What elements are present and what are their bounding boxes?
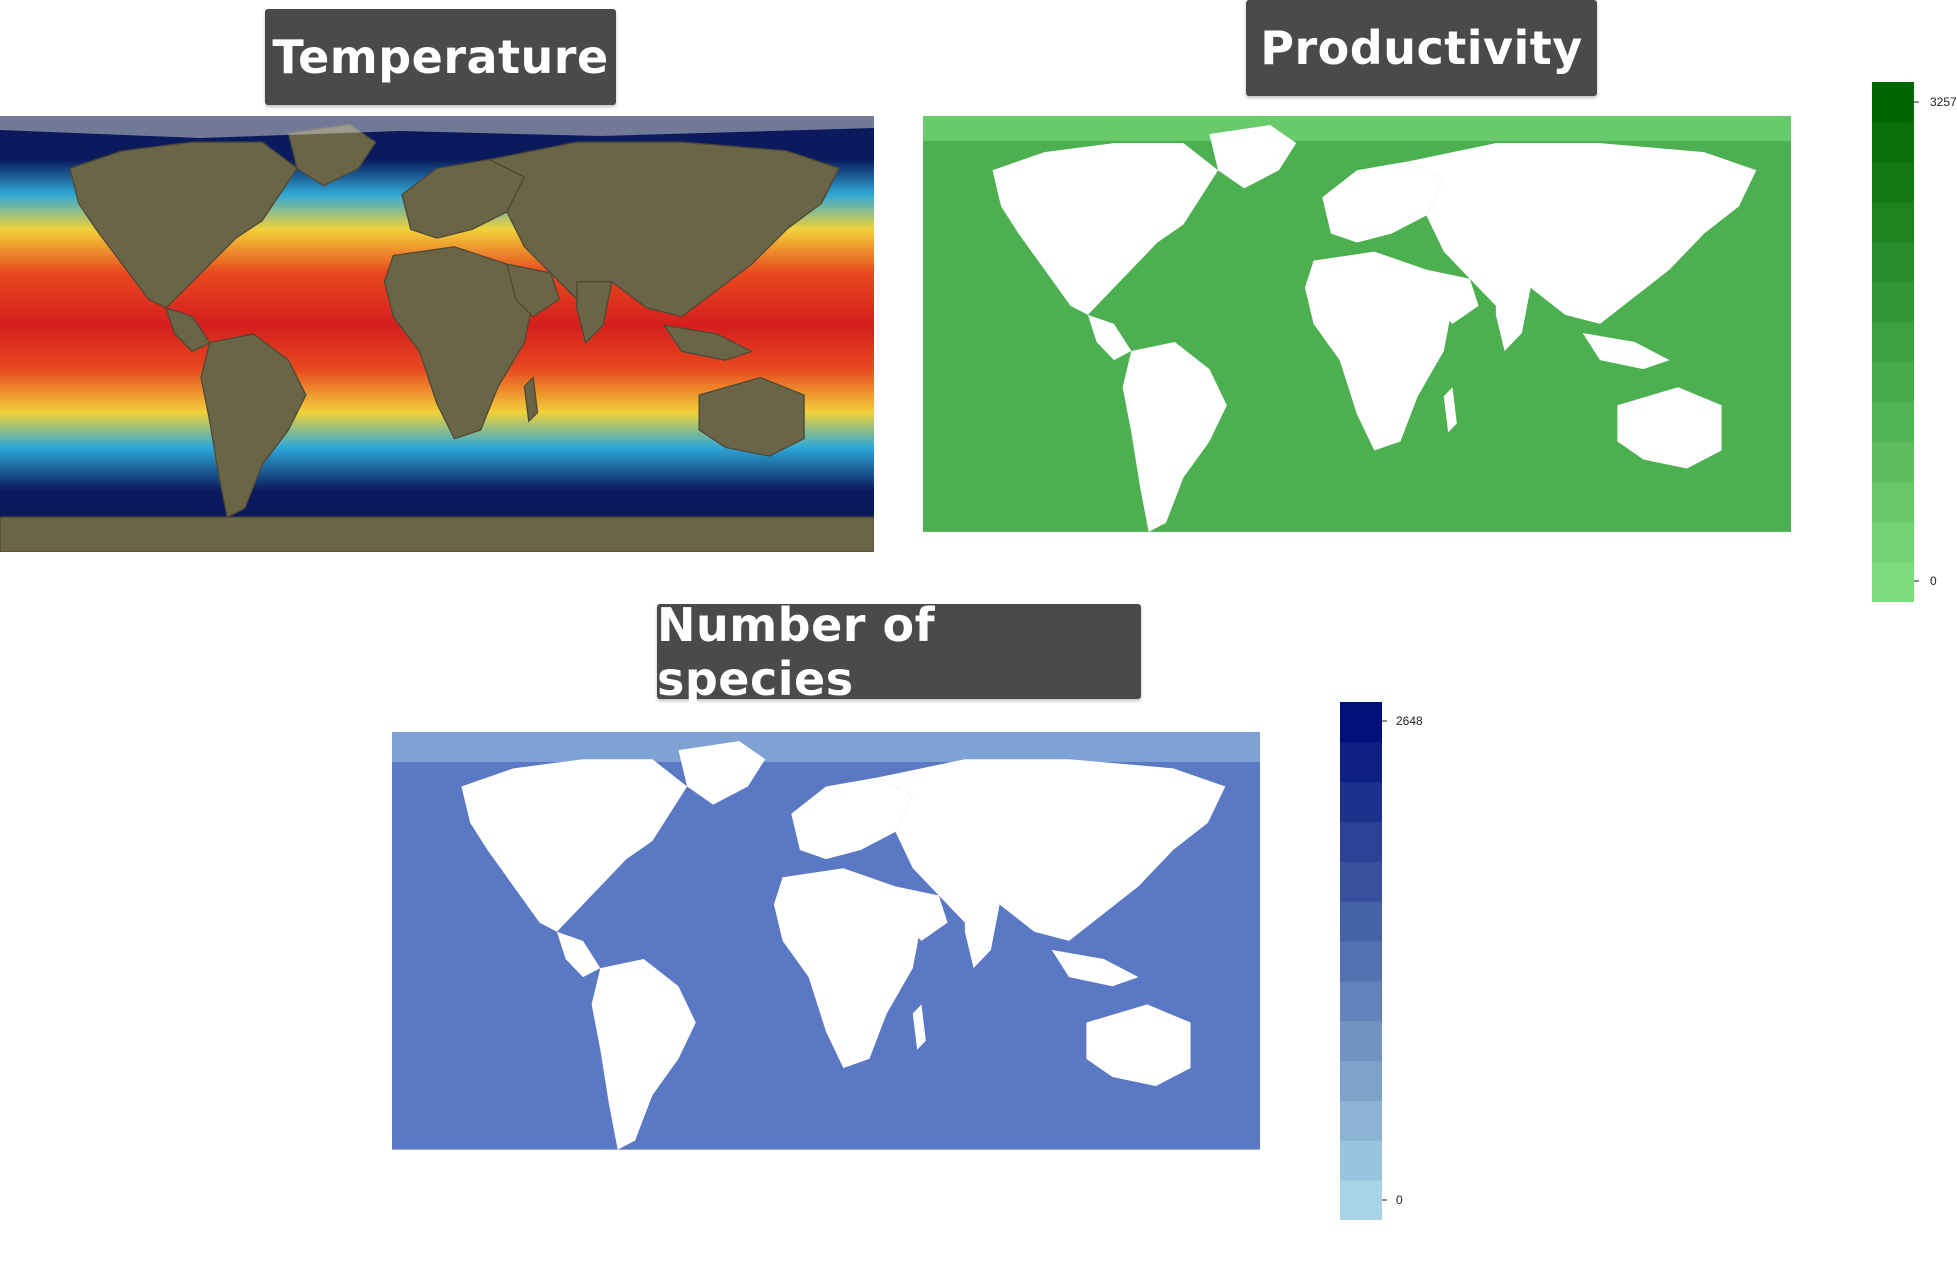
temperature-se-asia-islands <box>662 324 754 361</box>
species-india <box>964 904 1000 969</box>
species-colorbar-step <box>1340 901 1382 942</box>
species-colorbar-step <box>1340 781 1382 823</box>
productivity-colorbar-step <box>1872 402 1914 443</box>
productivity-arabia <box>1426 269 1479 324</box>
productivity-europe <box>1322 161 1444 243</box>
species-central-america <box>556 931 601 978</box>
temperature-india <box>576 281 613 344</box>
temperature-madagascar <box>523 376 539 423</box>
productivity-colorbar-step <box>1872 442 1914 483</box>
species-colorbar: 2648 0 <box>1338 700 1438 1220</box>
species-asia <box>878 759 1226 941</box>
productivity-max-label: 3257 <box>1930 95 1957 109</box>
species-antarctica <box>392 1149 1260 1186</box>
productivity-madagascar <box>1443 387 1457 433</box>
temperature-arctic-ice <box>0 116 874 138</box>
productivity-colorbar-step <box>1872 242 1914 283</box>
species-se-asia-islands <box>1051 949 1139 987</box>
productivity-title: Productivity <box>1246 0 1597 96</box>
species-colorbar-step <box>1340 1140 1382 1181</box>
species-colorbar-step <box>1340 1020 1382 1062</box>
species-min-label: 0 <box>1396 1193 1403 1207</box>
species-arabia <box>895 886 948 941</box>
productivity-colorbar-step <box>1872 522 1914 563</box>
species-madagascar <box>912 1004 926 1050</box>
productivity-antarctica <box>923 531 1791 568</box>
species-colorbar-step <box>1340 821 1382 862</box>
species-africa <box>773 868 922 1068</box>
temperature-south-america <box>200 333 307 519</box>
productivity-se-asia-islands <box>1582 332 1670 370</box>
productivity-colorbar: 3257 0 <box>1866 82 1957 602</box>
temperature-arabia <box>506 263 561 318</box>
species-colorbar-step <box>1340 861 1382 902</box>
productivity-australia <box>1617 387 1722 469</box>
species-colorbar-step <box>1340 1060 1382 1101</box>
productivity-africa <box>1304 251 1453 451</box>
species-australia <box>1086 1004 1191 1087</box>
productivity-asia <box>1409 143 1757 324</box>
species-colorbar-step <box>1340 1100 1382 1141</box>
species-colorbar-step <box>1340 980 1382 1022</box>
temperature-asia <box>487 141 840 318</box>
temperature-map <box>0 116 874 552</box>
productivity-north-america <box>992 143 1219 315</box>
productivity-colorbar-step <box>1872 362 1914 403</box>
species-title: Number of species <box>657 598 1141 706</box>
species-polar-band <box>392 732 1260 762</box>
productivity-min-label: 0 <box>1930 574 1937 588</box>
species-europe <box>791 777 913 860</box>
productivity-colorbar-step <box>1872 162 1914 203</box>
species-colorbar-step <box>1340 741 1382 783</box>
species-colorbar-step <box>1340 702 1382 743</box>
temperature-australia <box>698 376 805 457</box>
species-land-layer <box>392 741 1260 1186</box>
productivity-colorbar-step <box>1872 202 1914 243</box>
productivity-colorbar-step <box>1872 282 1914 323</box>
productivity-colorbar-step <box>1872 322 1914 363</box>
species-south-america <box>591 959 696 1150</box>
temperature-title: Temperature <box>265 9 616 105</box>
species-north-america <box>461 759 688 932</box>
productivity-colorbar-step <box>1872 82 1914 123</box>
temperature-antarctica <box>0 516 874 552</box>
species-greenland <box>678 741 766 805</box>
productivity-polar-band <box>923 116 1791 141</box>
productivity-map <box>923 116 1791 568</box>
productivity-land-layer <box>923 125 1791 568</box>
species-map <box>392 732 1260 1186</box>
productivity-colorbar-step <box>1872 122 1914 163</box>
temperature-central-america <box>165 306 211 353</box>
temperature-land-layer <box>0 124 874 552</box>
productivity-india <box>1495 287 1531 352</box>
species-max-label: 2648 <box>1396 714 1423 728</box>
species-colorbar-step <box>1340 941 1382 982</box>
species-colorbar-step <box>1340 1180 1382 1220</box>
productivity-colorbar-step <box>1872 482 1914 523</box>
productivity-central-america <box>1087 314 1132 361</box>
temperature-north-america <box>69 141 299 309</box>
productivity-colorbar-step <box>1872 562 1914 602</box>
productivity-south-america <box>1122 342 1227 532</box>
